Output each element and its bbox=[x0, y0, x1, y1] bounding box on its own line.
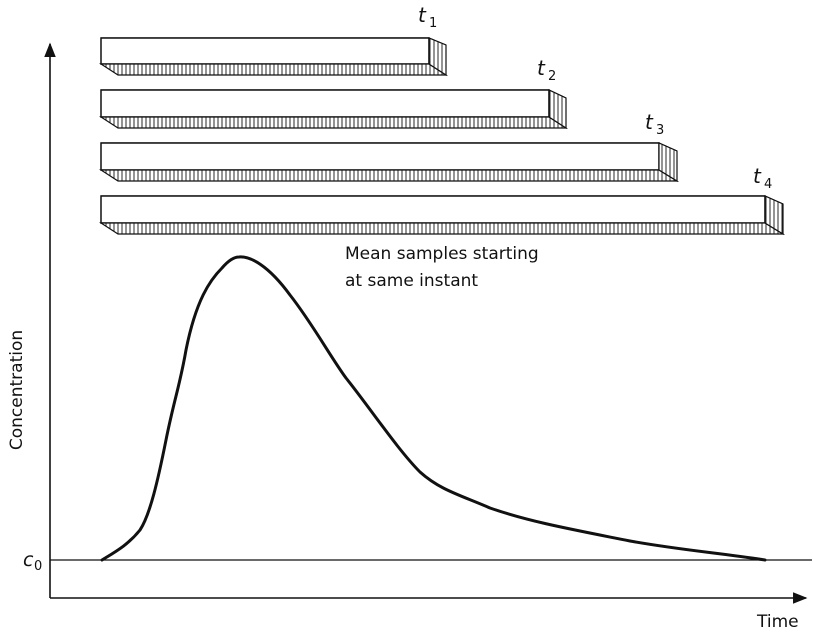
sample-symbol: t bbox=[537, 56, 546, 80]
sample-label-t2: t 2 bbox=[537, 56, 556, 84]
baseline-label: c 0 bbox=[23, 549, 42, 574]
sample-bar-t2 bbox=[98, 89, 569, 130]
concentration-curve bbox=[100, 255, 767, 562]
sample-symbol: t bbox=[753, 164, 762, 188]
sample-bar-t4 bbox=[98, 195, 786, 236]
sample-bar-t3 bbox=[98, 142, 680, 183]
sample-subscript: 4 bbox=[764, 177, 772, 192]
x-axis-label: Time bbox=[756, 612, 799, 632]
sample-subscript: 3 bbox=[656, 123, 664, 138]
sample-bar-t1 bbox=[98, 37, 449, 77]
sample-symbol: t bbox=[645, 110, 654, 134]
sample-subscript: 2 bbox=[548, 69, 556, 84]
sample-subscript: 1 bbox=[429, 16, 437, 31]
sample-symbol: t bbox=[418, 3, 427, 27]
annotation-line-2: at same instant bbox=[345, 271, 478, 291]
sample-label-t4: t 4 bbox=[753, 164, 772, 192]
sample-label-t1: t 1 bbox=[418, 3, 437, 31]
y-axis-label: Concentration bbox=[7, 330, 27, 450]
annotation-line-1: Mean samples starting bbox=[345, 244, 539, 264]
sample-label-t3: t 3 bbox=[645, 110, 664, 138]
baseline-subscript: 0 bbox=[34, 559, 42, 574]
baseline-symbol: c bbox=[23, 549, 34, 571]
